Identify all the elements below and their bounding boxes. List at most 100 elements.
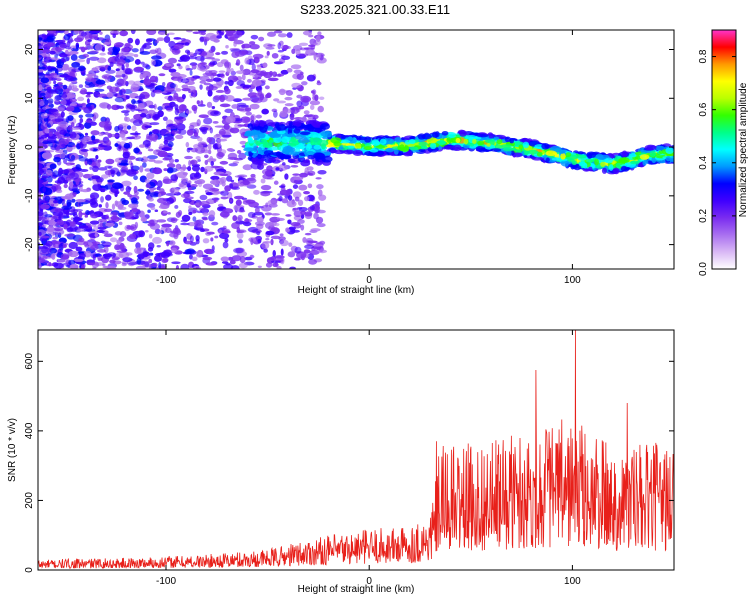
heatmap-cell xyxy=(86,57,90,65)
heatmap-cell xyxy=(182,164,187,171)
heatmap-cell xyxy=(298,206,308,212)
heatmap-cell xyxy=(203,165,214,172)
heatmap-cell xyxy=(186,248,195,255)
heatmap-cell xyxy=(287,219,292,225)
heatmap-cell xyxy=(568,163,580,168)
heatmap-cell xyxy=(159,230,163,234)
heatmap-cell xyxy=(268,221,275,227)
heatmap-cell xyxy=(231,222,240,230)
heatmap-cell xyxy=(297,137,310,144)
heatmap-cell xyxy=(131,207,139,213)
heatmap-cell xyxy=(52,211,64,217)
heatmap-cell xyxy=(188,124,195,131)
heatmap-cell xyxy=(94,234,99,237)
heatmap-cell xyxy=(106,92,114,98)
heatmap-cell xyxy=(316,81,322,86)
heatmap-cell xyxy=(197,136,203,142)
heatmap-cell xyxy=(156,245,161,248)
heatmap-cell xyxy=(286,68,293,73)
heatmap-cell xyxy=(251,63,256,71)
heatmap-cell xyxy=(241,43,252,49)
heatmap-cell xyxy=(185,141,190,148)
heatmap-cell xyxy=(215,89,225,93)
heatmap-cell xyxy=(76,221,83,226)
heatmap-cell xyxy=(162,178,173,185)
heatmap-cells xyxy=(38,30,674,269)
heatmap-cell xyxy=(187,221,197,227)
heatmap-cell xyxy=(129,132,141,136)
heatmap-cell xyxy=(74,37,83,43)
heatmap-cell xyxy=(558,149,565,154)
heatmap-cell xyxy=(299,131,311,135)
heatmap-cell xyxy=(263,248,268,253)
heatmap-cell xyxy=(174,205,179,209)
heatmap-cell xyxy=(105,158,115,165)
heatmap-cell xyxy=(62,244,67,248)
heatmap-cell xyxy=(237,214,243,221)
heatmap-cell xyxy=(217,30,222,34)
heatmap-cell xyxy=(250,115,255,122)
heatmap-cell xyxy=(288,158,294,163)
heatmap-cell xyxy=(61,143,66,147)
heatmap-cell xyxy=(180,38,186,41)
heatmap-cell xyxy=(47,123,52,129)
heatmap-cell xyxy=(64,46,72,50)
heatmap-cell xyxy=(108,166,112,170)
heatmap-cell xyxy=(242,164,253,171)
heatmap-cell xyxy=(409,146,419,151)
heatmap-cell xyxy=(231,186,240,191)
heatmap-cell xyxy=(211,158,217,162)
heatmap-cell xyxy=(321,143,326,150)
heatmap-cell xyxy=(265,262,273,268)
heatmap-cell xyxy=(66,92,76,99)
heatmap-cell xyxy=(50,57,58,60)
heatmap-cell xyxy=(224,80,229,85)
heatmap-cell xyxy=(317,169,327,175)
heatmap-cell xyxy=(191,256,198,262)
heatmap-cell xyxy=(235,199,242,206)
heatmap-cell xyxy=(142,63,150,68)
heatmap-cell xyxy=(173,232,179,240)
heatmap-cell xyxy=(121,64,125,71)
heatmap-cell xyxy=(182,172,188,176)
heatmap-cell xyxy=(297,219,305,224)
heatmap-cell xyxy=(132,100,143,104)
heatmap-cell xyxy=(275,167,280,171)
heatmap-cell xyxy=(251,98,263,104)
heatmap-cell xyxy=(192,75,201,79)
heatmap-cell xyxy=(78,237,85,243)
heatmap-cell xyxy=(153,89,163,94)
heatmap-cell xyxy=(125,252,133,256)
heatmap-cell xyxy=(476,134,489,138)
heatmap-cell xyxy=(292,207,299,211)
heatmap-cell xyxy=(57,120,69,128)
heatmap-cell xyxy=(284,173,289,180)
heatmap-cell xyxy=(97,57,107,64)
heatmap-cell xyxy=(65,116,70,124)
heatmap-cell xyxy=(379,138,387,145)
heatmap-cell xyxy=(314,152,326,160)
heatmap-cell xyxy=(125,95,130,100)
heatmap-cell xyxy=(80,148,89,152)
heatmap-cell xyxy=(53,262,64,269)
heatmap-cell xyxy=(44,99,49,106)
heatmap-cell xyxy=(317,31,322,36)
heatmap-cell xyxy=(279,185,286,189)
heatmap-cell xyxy=(73,30,81,35)
heatmap-cell xyxy=(277,50,284,53)
heatmap-cell xyxy=(143,251,149,258)
heatmap-cell xyxy=(199,31,203,35)
colorbar-label: Normalized spectral amplitude xyxy=(738,82,749,217)
heatmap-cell xyxy=(163,36,171,43)
heatmap-cell xyxy=(338,146,344,150)
heatmap-cell xyxy=(190,159,198,166)
heatmap-cell xyxy=(455,137,461,144)
heatmap-cell xyxy=(166,107,173,112)
heatmap-cell xyxy=(163,253,174,257)
heatmap-cell xyxy=(55,189,63,194)
heatmap-cell xyxy=(307,126,315,132)
heatmap-cell xyxy=(149,75,158,83)
heatmap-cell xyxy=(363,146,373,151)
heatmap-cell xyxy=(293,176,304,181)
